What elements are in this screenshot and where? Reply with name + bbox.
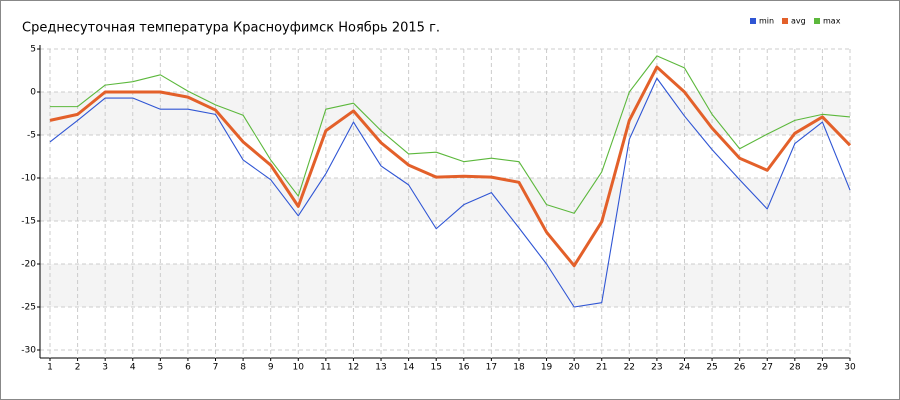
x-tick-label: 11 <box>320 363 331 373</box>
legend-label: max <box>823 17 841 26</box>
band <box>40 178 850 221</box>
legend-label: min <box>759 17 774 26</box>
x-tick-label: 2 <box>75 363 81 373</box>
x-tick-label: 30 <box>844 363 856 373</box>
x-tick-label: 28 <box>789 363 801 373</box>
x-tick-label: 25 <box>706 363 717 373</box>
x-tick-label: 26 <box>734 363 746 373</box>
y-tick-label: 5 <box>30 45 36 55</box>
x-tick-label: 15 <box>430 363 441 373</box>
y-tick-label: -15 <box>21 217 36 227</box>
band <box>40 264 850 307</box>
x-tick-label: 21 <box>596 363 607 373</box>
chart-title: Среднесуточная температура Красноуфимск … <box>22 21 440 36</box>
line-max <box>50 55 851 214</box>
legend-swatch <box>814 18 820 24</box>
x-tick-label: 23 <box>651 363 662 373</box>
x-tick-label: 12 <box>348 363 359 373</box>
legend-swatch <box>750 18 756 24</box>
x-tick-label: 29 <box>817 363 829 373</box>
x-tick-label: 13 <box>375 363 386 373</box>
x-tick-label: 4 <box>130 363 136 373</box>
x-tick-label: 3 <box>102 363 108 373</box>
x-tick-label: 27 <box>762 363 773 373</box>
y-tick-label: -30 <box>21 346 36 356</box>
x-tick-label: 9 <box>268 363 274 373</box>
x-tick-label: 10 <box>293 363 305 373</box>
x-tick-label: 16 <box>458 363 470 373</box>
x-tick-label: 24 <box>679 363 691 373</box>
y-tick-label: -5 <box>27 131 36 141</box>
legend-swatch <box>782 18 788 24</box>
line-avg <box>49 65 852 268</box>
y-tick-label: -25 <box>21 303 36 313</box>
band <box>40 92 850 135</box>
x-tick-label: 17 <box>486 363 497 373</box>
x-tick-label: 7 <box>213 363 219 373</box>
x-tick-label: 14 <box>403 363 415 373</box>
y-tick-label: -20 <box>21 260 36 270</box>
y-tick-label: 0 <box>30 88 36 98</box>
x-tick-label: 19 <box>541 363 553 373</box>
x-tick-label: 8 <box>240 363 246 373</box>
y-tick-label: -10 <box>21 174 36 184</box>
x-tick-label: 6 <box>185 363 191 373</box>
x-tick-label: 1 <box>47 363 53 373</box>
line-min <box>49 77 851 308</box>
x-tick-label: 20 <box>568 363 580 373</box>
x-tick-label: 18 <box>513 363 525 373</box>
x-tick-label: 22 <box>624 363 635 373</box>
legend-label: avg <box>791 17 806 26</box>
x-tick-label: 5 <box>157 363 163 373</box>
